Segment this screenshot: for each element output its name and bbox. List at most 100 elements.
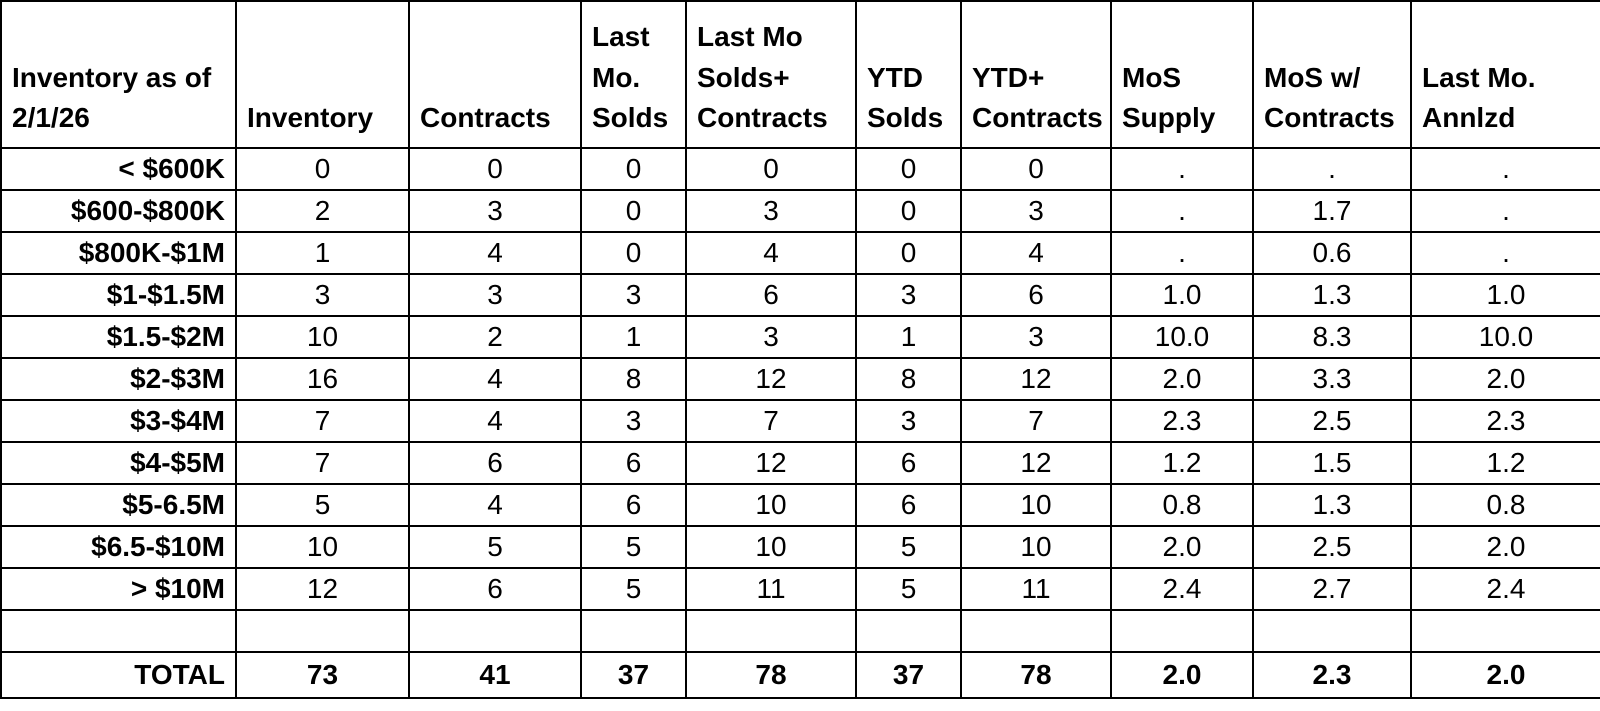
- data-cell: 2.5: [1252, 399, 1412, 443]
- column-header: YTD Solds: [855, 0, 962, 149]
- data-cell: 0.8: [1110, 483, 1254, 527]
- data-cell: .: [1110, 147, 1254, 191]
- data-cell: 12: [960, 357, 1112, 401]
- data-cell: [960, 609, 1112, 653]
- data-cell: 73: [235, 651, 410, 699]
- column-header: Contracts: [408, 0, 582, 149]
- data-cell: 0: [580, 189, 687, 233]
- data-cell: 4: [960, 231, 1112, 275]
- data-cell: 10: [685, 483, 857, 527]
- data-cell: 12: [685, 441, 857, 485]
- data-cell: [235, 609, 410, 653]
- row-label: $3-$4M: [0, 399, 237, 443]
- data-cell: 4: [408, 483, 582, 527]
- row-label: $5-6.5M: [0, 483, 237, 527]
- data-cell: 8: [855, 357, 962, 401]
- data-cell: 3: [685, 189, 857, 233]
- data-cell: 6: [855, 483, 962, 527]
- data-cell: 6: [580, 483, 687, 527]
- data-cell: 3: [235, 273, 410, 317]
- data-cell: 0: [408, 147, 582, 191]
- row-label: < $600K: [0, 147, 237, 191]
- table-row: < $600K 0 0 0 0 0 0...: [0, 147, 1600, 191]
- data-cell: 78: [685, 651, 857, 699]
- data-cell: 8: [580, 357, 687, 401]
- corner-header: Inventory as of 2/1/26: [0, 0, 237, 149]
- data-cell: 4: [408, 399, 582, 443]
- table-row: $5-6.5M 5 4 6 10 6 10 0.8 1.3 0.8: [0, 483, 1600, 527]
- table-row: $2-$3M 16 4 8 12 8 12 2.0 3.3 2.0: [0, 357, 1600, 401]
- data-cell: 16: [235, 357, 410, 401]
- column-header: Last Mo. Solds: [580, 0, 687, 149]
- data-cell: 3: [960, 315, 1112, 359]
- data-cell: 2.0: [1410, 651, 1600, 699]
- header-row: Inventory as of 2/1/26 Inventory Contract…: [0, 0, 1600, 149]
- data-cell: 37: [855, 651, 962, 699]
- data-cell: 3: [685, 315, 857, 359]
- table-row: $600-$800K 2 3 0 3 0 3. 1.7.: [0, 189, 1600, 233]
- row-label: $1.5-$2M: [0, 315, 237, 359]
- data-cell: 1.2: [1410, 441, 1600, 485]
- data-cell: 1.7: [1252, 189, 1412, 233]
- table-row: $3-$4M 7 4 3 7 3 7 2.3 2.5 2.3: [0, 399, 1600, 443]
- data-cell: 0: [580, 147, 687, 191]
- column-header: MoS Supply: [1110, 0, 1254, 149]
- row-label: $800K-$1M: [0, 231, 237, 275]
- data-cell: 10.0: [1110, 315, 1254, 359]
- data-cell: 3: [408, 189, 582, 233]
- data-cell: 2.3: [1110, 399, 1254, 443]
- data-cell: 2.3: [1410, 399, 1600, 443]
- data-cell: [1252, 609, 1412, 653]
- data-cell: 0: [960, 147, 1112, 191]
- row-label: [0, 609, 237, 653]
- data-cell: 1.3: [1252, 273, 1412, 317]
- column-header: Inventory: [235, 0, 410, 149]
- data-cell: 3: [855, 399, 962, 443]
- data-cell: 0: [855, 147, 962, 191]
- data-cell: 2.4: [1410, 567, 1600, 611]
- data-cell: 2.3: [1252, 651, 1412, 699]
- data-cell: 0: [685, 147, 857, 191]
- data-cell: 3: [580, 399, 687, 443]
- data-cell: .: [1410, 189, 1600, 233]
- data-cell: 5: [580, 525, 687, 569]
- data-cell: 1: [235, 231, 410, 275]
- data-cell: 2.0: [1410, 357, 1600, 401]
- row-label: $1-$1.5M: [0, 273, 237, 317]
- data-cell: 12: [235, 567, 410, 611]
- row-label: $600-$800K: [0, 189, 237, 233]
- data-cell: .: [1410, 231, 1600, 275]
- row-label: > $10M: [0, 567, 237, 611]
- data-cell: 4: [685, 231, 857, 275]
- data-cell: 1.3: [1252, 483, 1412, 527]
- data-cell: .: [1252, 147, 1412, 191]
- row-label: $4-$5M: [0, 441, 237, 485]
- data-cell: 1: [580, 315, 687, 359]
- data-cell: 2.7: [1252, 567, 1412, 611]
- data-cell: 12: [960, 441, 1112, 485]
- total-row: TOTAL 73 41 37 78 37 78 2.0 2.3 2.0: [0, 651, 1600, 699]
- data-cell: 2.4: [1110, 567, 1254, 611]
- data-cell: 10: [685, 525, 857, 569]
- data-cell: 8.3: [1252, 315, 1412, 359]
- column-header: Last Mo Solds+ Contracts: [685, 0, 857, 149]
- data-cell: 5: [235, 483, 410, 527]
- data-cell: 0: [235, 147, 410, 191]
- data-cell: [855, 609, 962, 653]
- data-cell: 37: [580, 651, 687, 699]
- data-cell: 7: [960, 399, 1112, 443]
- table-body: < $600K 0 0 0 0 0 0... $600-$800K 2 3 0 3 0 3. 1.7. $80…: [0, 147, 1600, 699]
- data-cell: 7: [235, 441, 410, 485]
- data-cell: .: [1110, 231, 1254, 275]
- data-cell: 6: [408, 441, 582, 485]
- data-cell: 10: [960, 483, 1112, 527]
- data-cell: [1410, 609, 1600, 653]
- data-cell: 5: [855, 567, 962, 611]
- data-cell: [1110, 609, 1254, 653]
- data-cell: 10.0: [1410, 315, 1600, 359]
- data-cell: 1.0: [1110, 273, 1254, 317]
- data-cell: 11: [685, 567, 857, 611]
- data-cell: 6: [685, 273, 857, 317]
- data-cell: .: [1110, 189, 1254, 233]
